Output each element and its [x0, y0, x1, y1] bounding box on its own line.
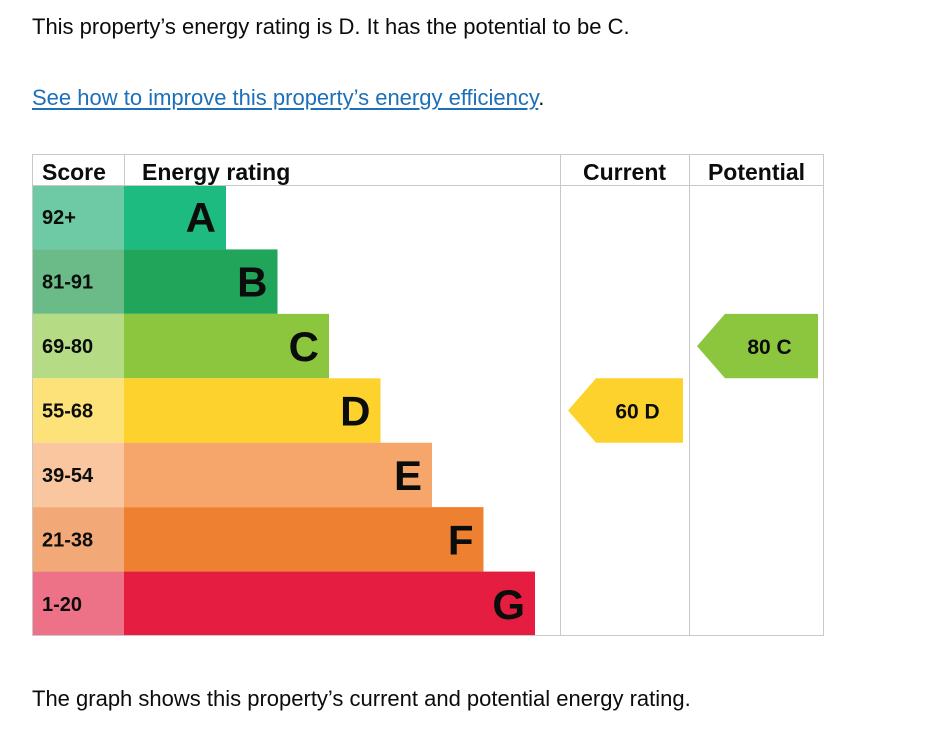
score-cell-b [32, 249, 124, 314]
score-cell-g [32, 571, 124, 636]
score-cell-c [32, 313, 124, 379]
band-bar-g [124, 571, 535, 636]
score-range-c: 69-80 [42, 336, 93, 358]
score-range-b: 81-91 [42, 272, 93, 294]
band-bar-c [124, 313, 329, 379]
band-bar-a [124, 185, 226, 250]
score-cell-a [32, 185, 124, 250]
score-range-a: 92+ [42, 207, 76, 229]
band-letter-f: F [448, 516, 474, 563]
current-rating-label: 60 D [615, 401, 659, 424]
current-rating-arrow [568, 378, 683, 443]
potential-rating-arrow [697, 313, 818, 379]
score-range-g: 1-20 [42, 594, 82, 616]
band-bar-d [124, 378, 381, 443]
band-bar-b [124, 249, 278, 314]
band-letter-d: D [340, 388, 370, 435]
score-range-d: 55-68 [42, 401, 93, 423]
band-letter-b: B [237, 259, 267, 306]
score-range-e: 39-54 [42, 465, 94, 487]
header-current: Current [583, 159, 666, 185]
improve-link-line: See how to improve this property’s energ… [32, 85, 544, 111]
header-energy-rating: Energy rating [142, 159, 290, 185]
score-cell-d [32, 378, 124, 443]
band-letter-g: G [492, 581, 525, 628]
intro-text: This property’s energy rating is D. It h… [32, 14, 630, 39]
header-score: Score [42, 159, 106, 185]
band-bar-f [124, 507, 484, 572]
header-potential: Potential [708, 159, 805, 185]
band-letter-e: E [394, 452, 422, 499]
potential-rating-label: 80 C [747, 336, 791, 359]
score-cell-f [32, 507, 124, 572]
header-row [32, 154, 824, 185]
improve-efficiency-link[interactable]: See how to improve this property’s energ… [32, 85, 539, 110]
graph-caption: The graph shows this property’s current … [32, 686, 691, 711]
score-cell-e [32, 442, 124, 508]
link-suffix: . [538, 85, 545, 110]
band-letter-c: C [289, 323, 319, 370]
band-bar-e [124, 442, 432, 508]
score-range-f: 21-38 [42, 529, 93, 551]
chart-border [32, 154, 824, 636]
band-letter-a: A [186, 194, 216, 241]
